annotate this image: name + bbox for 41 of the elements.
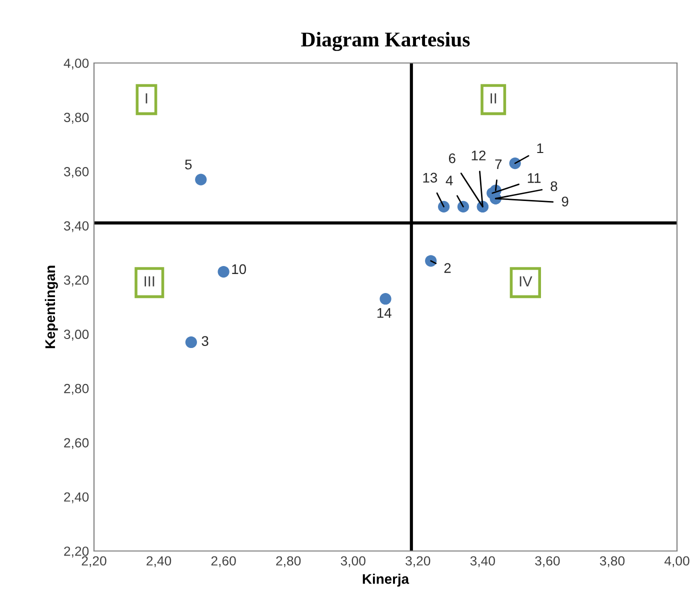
x-tick-label: 3,40 bbox=[470, 556, 495, 568]
annotation: 1 bbox=[537, 143, 544, 154]
annotation: II bbox=[490, 93, 496, 104]
annotation: 10 bbox=[232, 264, 246, 274]
annotation: 14 bbox=[377, 308, 392, 318]
y-axis-title: Kepentingan bbox=[44, 266, 58, 348]
annotation: 12 bbox=[472, 150, 486, 160]
x-axis-title: Kinerja bbox=[362, 574, 410, 587]
y-tick-label: 3,40 bbox=[64, 221, 89, 232]
annotation: 7 bbox=[495, 159, 502, 170]
x-tick-label: 3,00 bbox=[340, 556, 366, 568]
annotation: III bbox=[144, 276, 154, 286]
y-tick-label: 3,00 bbox=[64, 330, 89, 341]
annotation: 4 bbox=[446, 176, 453, 186]
annotation: 13 bbox=[423, 172, 438, 183]
x-tick-label: 4,00 bbox=[664, 556, 690, 568]
annotation: 2 bbox=[444, 263, 451, 273]
annotation: 6 bbox=[448, 153, 456, 164]
x-tick-label: 2,20 bbox=[82, 556, 106, 568]
x-tick-label: 2,40 bbox=[146, 556, 172, 568]
x-tick-label: 3,80 bbox=[600, 556, 625, 568]
y-tick-label: 2,20 bbox=[64, 546, 89, 558]
x-tick-label: 2,80 bbox=[276, 556, 301, 568]
y-tick-label: 3,80 bbox=[64, 112, 89, 124]
annotation: 11 bbox=[528, 173, 541, 183]
annotation: 8 bbox=[550, 181, 558, 192]
x-tick-label: 2,60 bbox=[211, 556, 236, 568]
y-tick-label: 4,00 bbox=[64, 58, 89, 70]
y-tick-label: 3,20 bbox=[64, 275, 89, 286]
annotation: IV bbox=[520, 276, 532, 286]
annotation: 9 bbox=[562, 196, 568, 206]
y-tick-label: 2,40 bbox=[64, 492, 89, 504]
x-tick-label: 3,60 bbox=[535, 556, 560, 568]
y-tick-label: 3,60 bbox=[64, 167, 89, 178]
x-tick-label: 3,20 bbox=[406, 556, 430, 568]
annotation: I bbox=[146, 93, 148, 104]
chart-title: Diagram Kartesius bbox=[301, 32, 470, 51]
annotation: 3 bbox=[202, 336, 208, 346]
annotation: 5 bbox=[185, 160, 192, 170]
y-tick-label: 2,60 bbox=[64, 438, 89, 450]
y-tick-label: 2,80 bbox=[64, 384, 89, 395]
